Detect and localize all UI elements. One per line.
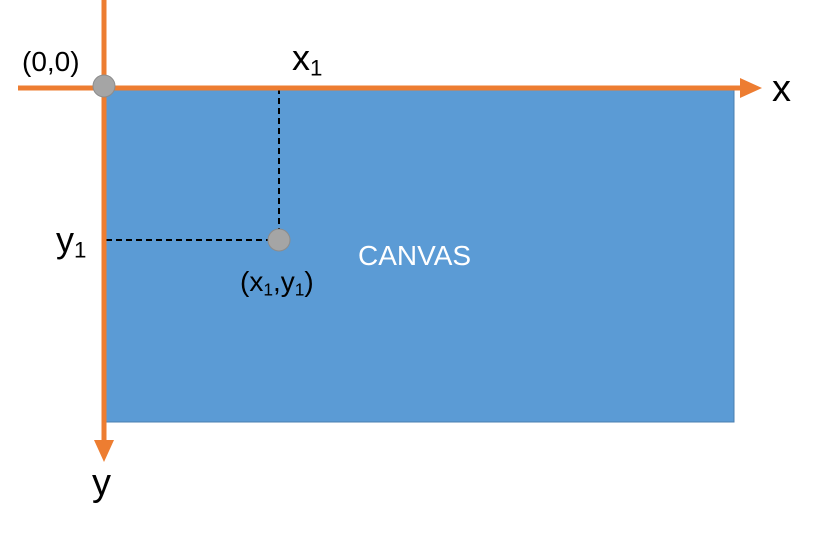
y1-label-base: y [56,219,74,260]
point-label-sep: , [272,266,281,297]
y1-label: y1 [56,219,86,262]
canvas-rect [105,87,735,423]
y1-label-sub: 1 [74,237,87,263]
y-axis-label: y [92,462,111,504]
x1-label: x1 [292,37,322,80]
origin-point [92,74,116,98]
x-axis-arrowhead [740,78,762,98]
x1-label-base: x [292,37,310,78]
point-label-y-sub: 1 [294,279,305,300]
y-axis-arrowhead [94,440,114,462]
point-label-close: ) [304,266,314,297]
target-point [267,228,291,252]
point-label-y: y [280,266,295,297]
point-label-open: ( [240,266,250,297]
point-label-x-sub: 1 [263,279,273,300]
x1-label-sub: 1 [310,55,323,81]
point-label-x: x [249,266,264,297]
point-label: (x1,y1) [240,266,314,300]
canvas-label: CANVAS [358,240,472,271]
x-axis-label: x [772,68,791,110]
origin-label: (0,0) [22,46,80,77]
